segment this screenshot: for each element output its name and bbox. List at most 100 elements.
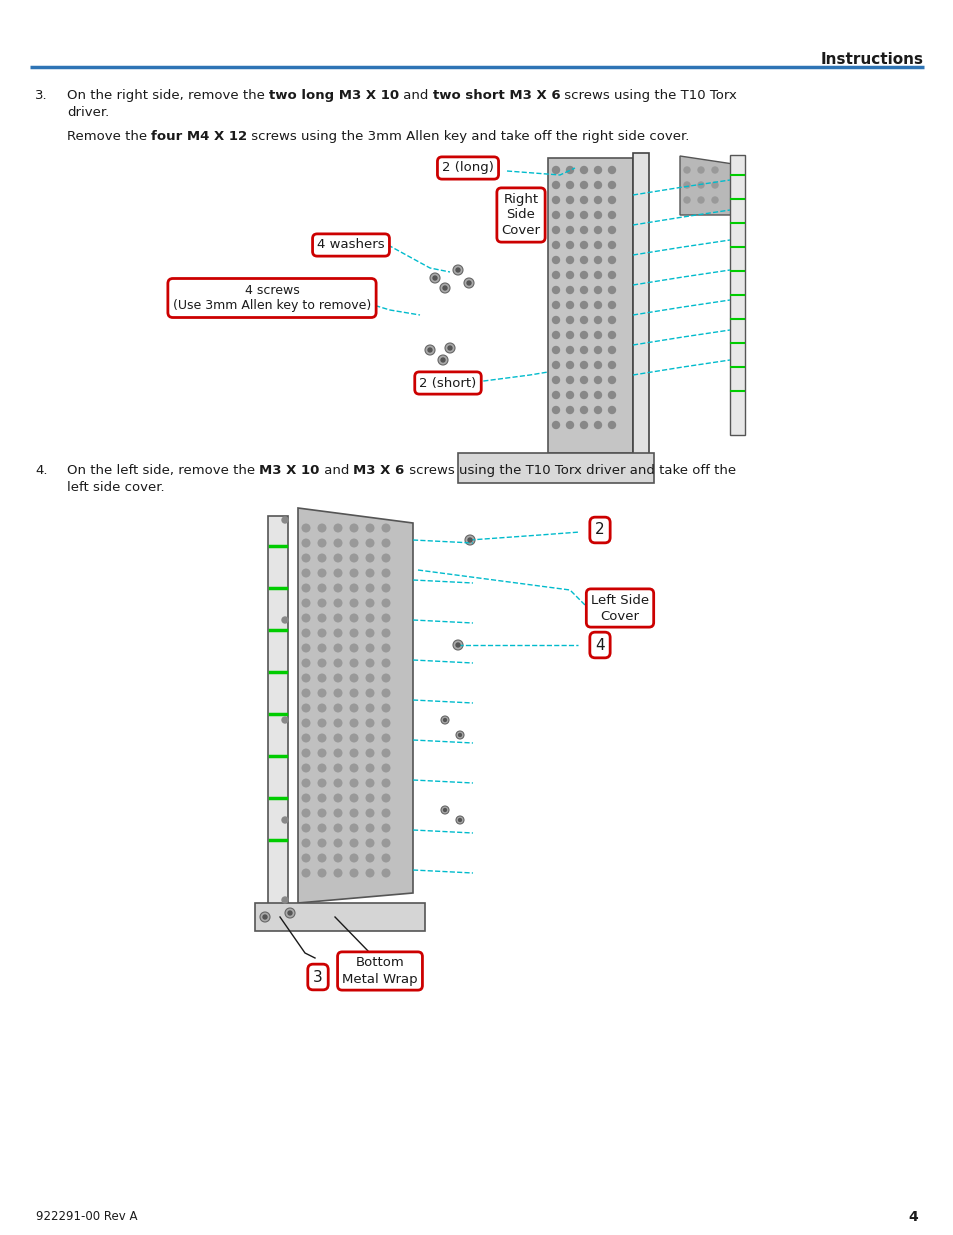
Circle shape (350, 689, 357, 697)
Circle shape (366, 704, 374, 711)
Circle shape (579, 257, 587, 263)
Circle shape (440, 806, 449, 814)
Circle shape (579, 211, 587, 219)
Circle shape (468, 538, 472, 542)
Circle shape (566, 316, 573, 324)
Circle shape (334, 764, 341, 772)
Circle shape (443, 719, 446, 721)
Circle shape (448, 346, 452, 350)
Circle shape (302, 764, 310, 772)
Circle shape (594, 421, 601, 429)
Circle shape (366, 794, 374, 802)
Circle shape (552, 406, 558, 414)
Circle shape (302, 614, 310, 621)
Text: 4 washers: 4 washers (316, 238, 384, 252)
Circle shape (382, 824, 390, 832)
Circle shape (302, 674, 310, 682)
Circle shape (382, 855, 390, 862)
Circle shape (608, 391, 615, 399)
Circle shape (350, 584, 357, 592)
Circle shape (440, 716, 449, 724)
Circle shape (282, 818, 288, 823)
Text: two long M3 X 10: two long M3 X 10 (269, 89, 399, 103)
Circle shape (366, 840, 374, 847)
Circle shape (366, 824, 374, 832)
Circle shape (366, 599, 374, 606)
Circle shape (566, 377, 573, 384)
Polygon shape (679, 156, 740, 215)
Circle shape (433, 275, 436, 280)
Circle shape (366, 540, 374, 547)
Circle shape (350, 750, 357, 757)
Circle shape (260, 911, 270, 923)
Circle shape (282, 618, 288, 622)
Circle shape (334, 869, 341, 877)
Circle shape (288, 911, 292, 915)
Circle shape (579, 331, 587, 338)
Text: screws using the T10 Torx: screws using the T10 Torx (560, 89, 737, 103)
Circle shape (456, 643, 459, 647)
Circle shape (318, 524, 326, 532)
Circle shape (334, 674, 341, 682)
Circle shape (302, 840, 310, 847)
Circle shape (302, 734, 310, 742)
Circle shape (382, 809, 390, 816)
Circle shape (382, 689, 390, 697)
Circle shape (552, 257, 558, 263)
Circle shape (366, 614, 374, 621)
Circle shape (566, 362, 573, 368)
Circle shape (318, 645, 326, 652)
Circle shape (318, 674, 326, 682)
Text: Instructions: Instructions (821, 52, 923, 67)
Circle shape (334, 719, 341, 727)
Circle shape (439, 283, 450, 293)
Circle shape (552, 211, 558, 219)
Circle shape (683, 182, 689, 188)
Circle shape (566, 167, 573, 173)
Circle shape (443, 809, 446, 811)
Circle shape (334, 645, 341, 652)
Circle shape (594, 347, 601, 353)
Circle shape (282, 517, 288, 522)
Circle shape (424, 345, 435, 354)
Circle shape (282, 718, 288, 722)
Circle shape (334, 809, 341, 816)
Circle shape (350, 734, 357, 742)
Circle shape (366, 689, 374, 697)
Circle shape (608, 211, 615, 219)
Circle shape (302, 809, 310, 816)
Polygon shape (633, 153, 648, 459)
Text: 2 (short): 2 (short) (419, 377, 476, 389)
Circle shape (456, 268, 459, 272)
Circle shape (552, 242, 558, 248)
Circle shape (350, 809, 357, 816)
Circle shape (440, 358, 444, 362)
Circle shape (366, 869, 374, 877)
Text: driver.: driver. (67, 106, 110, 119)
Polygon shape (268, 516, 288, 911)
Circle shape (350, 659, 357, 667)
Circle shape (318, 629, 326, 637)
Circle shape (579, 377, 587, 384)
Circle shape (302, 584, 310, 592)
Circle shape (382, 659, 390, 667)
Circle shape (382, 569, 390, 577)
Circle shape (366, 750, 374, 757)
Circle shape (552, 226, 558, 233)
Circle shape (318, 614, 326, 621)
Circle shape (302, 750, 310, 757)
Circle shape (350, 599, 357, 606)
Circle shape (350, 719, 357, 727)
Circle shape (594, 301, 601, 309)
Circle shape (318, 764, 326, 772)
Circle shape (350, 524, 357, 532)
Circle shape (579, 272, 587, 279)
Circle shape (302, 659, 310, 667)
Circle shape (366, 645, 374, 652)
Circle shape (334, 779, 341, 787)
Polygon shape (457, 453, 654, 483)
Circle shape (334, 584, 341, 592)
Circle shape (366, 584, 374, 592)
Circle shape (382, 840, 390, 847)
Circle shape (318, 689, 326, 697)
